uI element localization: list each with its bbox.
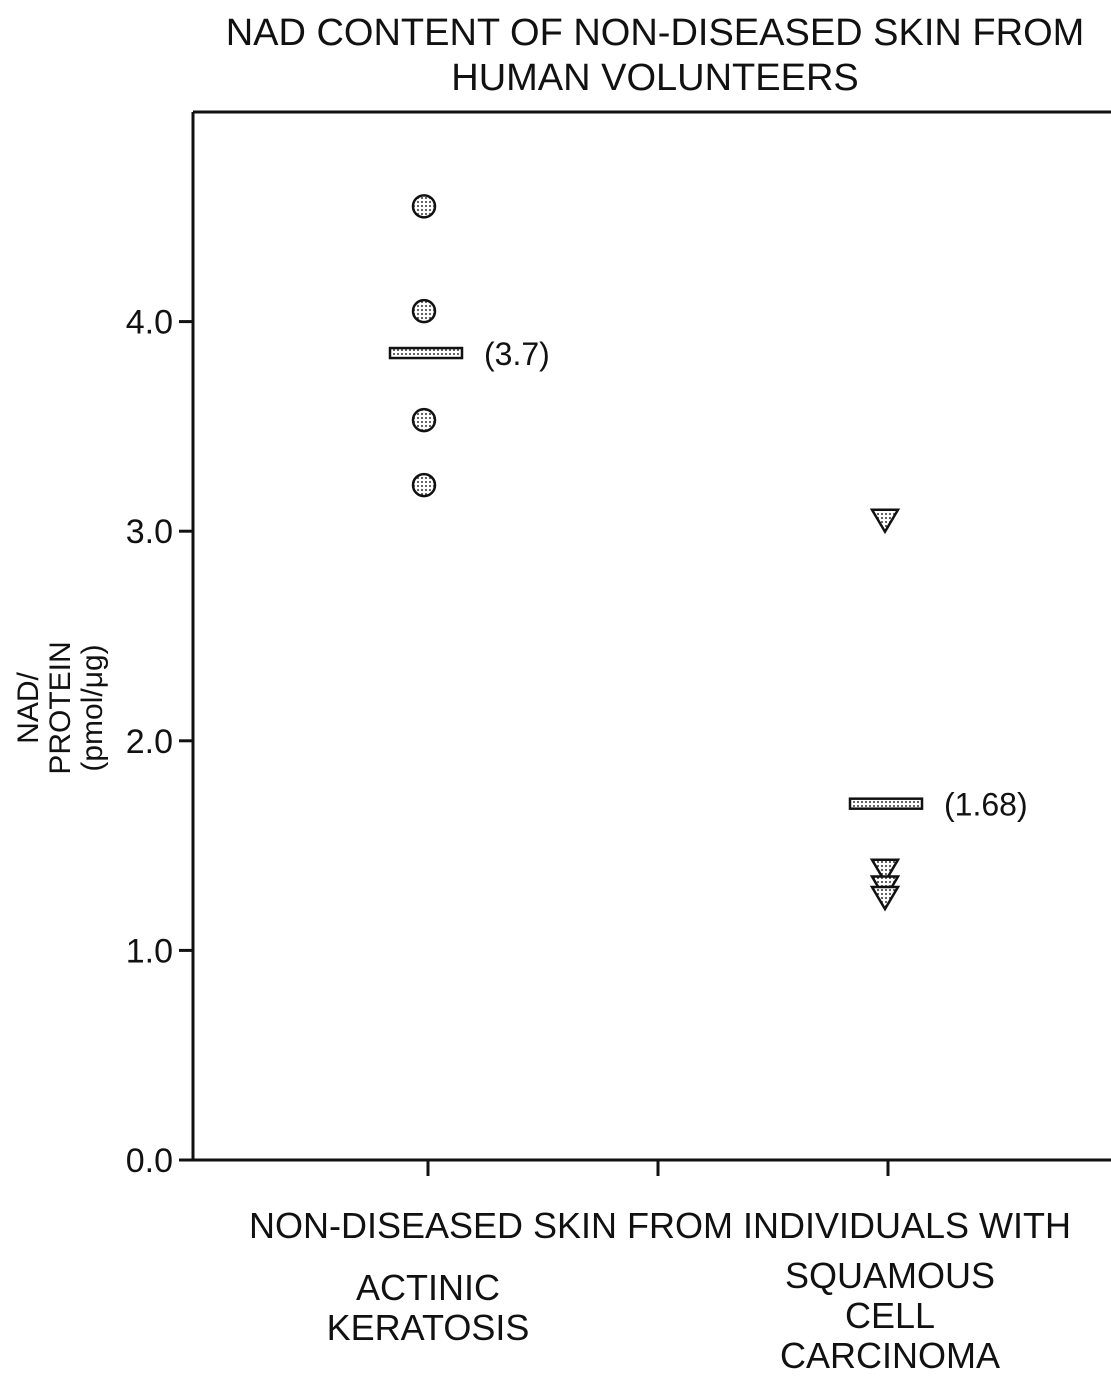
y-tick-label: 3.0 [126, 513, 173, 551]
chart-title-line-2: HUMAN VOLUNTEERS [451, 57, 859, 99]
plot-axes [191, 110, 1111, 1162]
data-point-circle [411, 407, 437, 433]
category-label-squamous-line-3: CARCINOMA [780, 1335, 1000, 1376]
y-axis-label-line-1: NAD/ [12, 672, 45, 744]
category-label-actinic-line-2: KERATOSIS [327, 1307, 530, 1348]
category-label-squamous-line-1: SQUAMOUS [785, 1255, 995, 1296]
x-axis-ticks [426, 1160, 890, 1176]
chart-title-line-1: NAD CONTENT OF NON-DISEASED SKIN FROM [226, 12, 1085, 54]
data-point-triangle [869, 508, 901, 535]
y-tick-label: 1.0 [126, 932, 173, 970]
data-point-circle [411, 194, 437, 219]
y-axis-label-line-3: (pmol/μg) [76, 644, 109, 771]
mean-bar [848, 797, 924, 810]
y-tick-label: 0.0 [126, 1142, 173, 1180]
y-tick-label: 2.0 [126, 723, 173, 761]
x-axis-label: NON-DISEASED SKIN FROM INDIVIDUALS WITH [249, 1205, 1071, 1246]
category-label-squamous-line-2: CELL [845, 1295, 935, 1336]
data-point-circle [411, 472, 437, 498]
mean-label: (1.68) [944, 787, 1028, 823]
y-axis-label: NAD/ PROTEIN (pmol/μg) [12, 641, 109, 774]
data-marks: (3.7) (1.68) [388, 194, 1028, 912]
data-point-triangle [869, 858, 901, 885]
data-point-triangle [869, 885, 901, 912]
y-tick-label: 4.0 [126, 304, 173, 342]
mean-label: (3.7) [484, 336, 550, 372]
mean-bar [388, 346, 464, 360]
y-axis-label-line-2: PROTEIN [44, 641, 77, 774]
data-point-circle [411, 298, 437, 324]
category-label-actinic-line-1: ACTINIC [356, 1267, 500, 1308]
y-axis-ticks: 0.0 1.0 2.0 3.0 4.0 [126, 304, 193, 1180]
